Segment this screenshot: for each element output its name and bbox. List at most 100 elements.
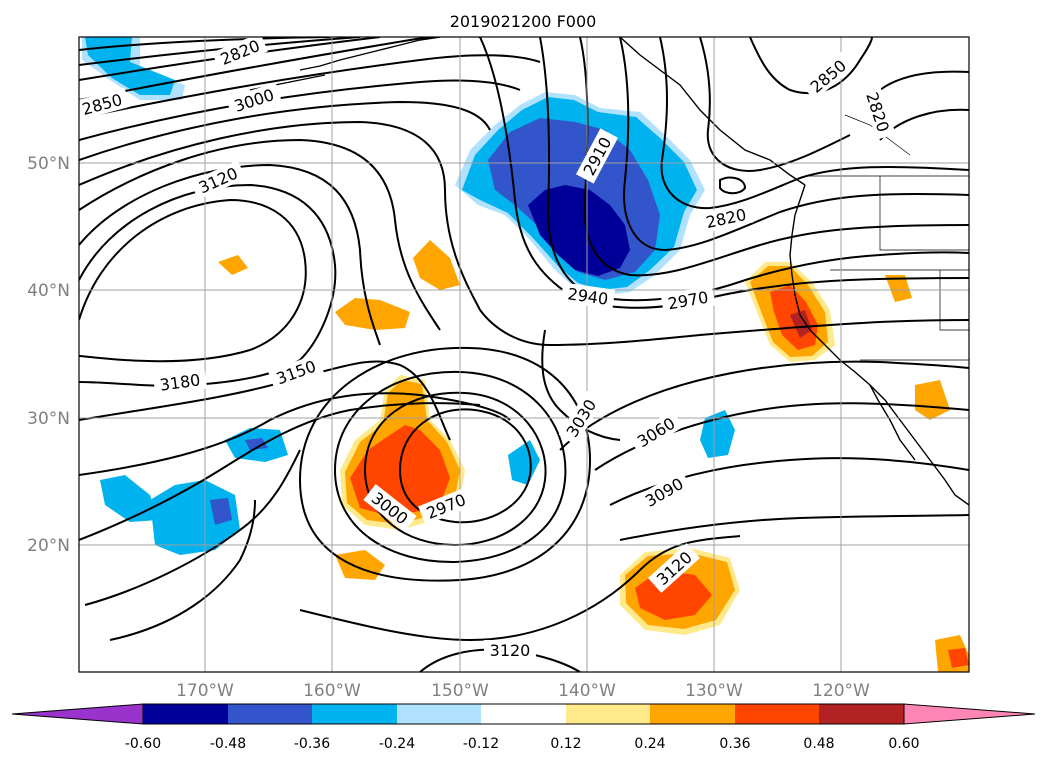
contour-ring [298, 346, 592, 582]
contour-line [479, 309, 969, 347]
contour-line [79, 37, 361, 66]
colorbar-tick-label: 0.36 [719, 736, 750, 752]
contour-label: 2820 [218, 36, 263, 69]
shade-sw-mid [210, 498, 232, 525]
contour-label: 3150 [274, 357, 319, 389]
colorbar-left-triangle [11, 703, 144, 725]
contour-label: 3000 [232, 85, 277, 116]
contour-line [659, 37, 969, 210]
contour-line [79, 198, 307, 363]
contour-ring [363, 391, 547, 547]
shade-coast-dark [790, 310, 812, 338]
contour-line [79, 54, 541, 119]
lat-label: 20°N [27, 536, 70, 556]
colorbar-segment [143, 704, 228, 724]
contour-line [79, 37, 480, 101]
colorbar-segment [566, 704, 650, 724]
contour-line [479, 37, 969, 309]
shade-sw-cyan2 [150, 480, 240, 555]
shaded-fields [82, 37, 969, 672]
contour-line [79, 360, 451, 441]
lon-label: 130°W [685, 681, 743, 701]
alaska-coast [299, 37, 441, 71]
contour-label: 3120 [196, 163, 241, 197]
shade-ec-cyan2 [508, 440, 540, 485]
colorbar-segment [397, 704, 481, 724]
contour-label: 3090 [642, 474, 687, 511]
map-title: 2019021200 F000 [450, 12, 597, 31]
shade-mid-orange2 [413, 240, 460, 290]
bc-coast [789, 184, 969, 506]
colorbar-tick-label: -0.36 [294, 736, 330, 752]
colorbar-tick-label: -0.24 [379, 736, 415, 752]
contour-line [79, 163, 381, 346]
contour-line [79, 138, 441, 331]
contour-line [79, 183, 337, 387]
contour-line [619, 37, 969, 252]
shade-sw-mid2 [245, 438, 268, 450]
contour-line [619, 514, 969, 541]
shade-trough-core [528, 185, 630, 276]
coastlines [249, 37, 969, 506]
baja-coast [869, 384, 916, 461]
colorbar-segment [481, 704, 566, 724]
colorbar: -0.60 -0.48 -0.36 -0.24 -0.12 0.12 0.24 … [11, 703, 1036, 752]
contour-label: 3180 [159, 370, 202, 394]
colorbar-right-triangle [903, 703, 1036, 725]
colorbar-segment [312, 704, 397, 724]
contour-line [79, 79, 521, 141]
contour-line [559, 360, 969, 451]
contour-line [109, 499, 256, 641]
contour-line [539, 37, 969, 302]
contour-label: 2970 [666, 288, 709, 314]
contour-line [299, 535, 741, 642]
lat-label: 30°N [27, 409, 70, 429]
colorbar-tick-label: 0.12 [550, 736, 581, 752]
lat-label: 40°N [27, 281, 70, 301]
contour-line [84, 449, 301, 606]
contour-label: 3060 [634, 414, 679, 452]
contour-ring [333, 370, 567, 564]
shade-ec-orange4 [335, 550, 385, 580]
contour-line [79, 120, 481, 311]
lon-label: 150°W [431, 681, 489, 701]
shade-nw-cyan [85, 37, 175, 95]
contour-line [79, 100, 491, 161]
colorbar-tick-label: -0.60 [125, 736, 161, 752]
colorbar-tick-label: 0.24 [634, 736, 665, 752]
contours [79, 37, 969, 672]
lon-labels: 170°W 160°W 150°W 140°W 130°W 120°W [176, 681, 870, 701]
lat-labels: 50°N 40°N 30°N 20°N [27, 154, 70, 556]
contour-label: 2850 [80, 90, 124, 119]
contour-label: 3120 [490, 641, 531, 660]
contour-line [879, 70, 969, 91]
colorbar-tick-label: -0.12 [463, 736, 499, 752]
plot-frame [78, 36, 970, 673]
colorbar-segment [228, 704, 312, 724]
contour-label: 2820 [862, 90, 893, 135]
state-border-1 [879, 176, 969, 251]
colorbar-segment [819, 704, 904, 724]
graticule [79, 37, 969, 672]
gulf-alaska-coast [619, 37, 806, 186]
shade-ec-orange5 [218, 255, 248, 275]
contour-line [699, 37, 851, 172]
colorbar-tick-label: -0.48 [210, 736, 246, 752]
shade-ec-red3 [948, 648, 969, 668]
lon-label: 160°W [303, 681, 361, 701]
colorbar-segment [735, 704, 819, 724]
shade-ec-cyan [700, 410, 735, 458]
colorbar-tick-label: 0.60 [888, 736, 919, 752]
shade-sw-cyan1 [100, 475, 158, 522]
colorbar-frame [142, 703, 905, 725]
contour-line [79, 402, 481, 541]
colorbar-ticks: -0.60 -0.48 -0.36 -0.24 -0.12 0.12 0.24 … [125, 736, 920, 752]
shade-ec-orange1 [915, 380, 950, 420]
lon-label: 140°W [558, 681, 616, 701]
shade-ec-orange2 [885, 275, 912, 302]
lon-label: 120°W [812, 681, 870, 701]
contour-line [719, 176, 747, 195]
colorbar-segment [650, 704, 735, 724]
shade-mid-orange1 [335, 298, 410, 330]
